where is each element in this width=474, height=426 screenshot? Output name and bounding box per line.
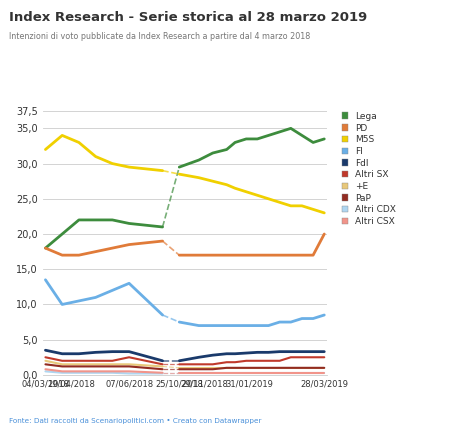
Text: Index Research - Serie storica al 28 marzo 2019: Index Research - Serie storica al 28 mar… xyxy=(9,11,368,24)
Text: Fonte: Dati raccolti da Scenariopolitici.com • Creato con Datawrapper: Fonte: Dati raccolti da Scenariopolitici… xyxy=(9,418,262,424)
Text: Intenzioni di voto pubblicate da Index Research a partire dal 4 marzo 2018: Intenzioni di voto pubblicate da Index R… xyxy=(9,32,311,41)
Legend: Lega, PD, M5S, FI, FdI, Altri SX, +E, PaP, Altri CDX, Altri CSX: Lega, PD, M5S, FI, FdI, Altri SX, +E, Pa… xyxy=(340,110,398,228)
